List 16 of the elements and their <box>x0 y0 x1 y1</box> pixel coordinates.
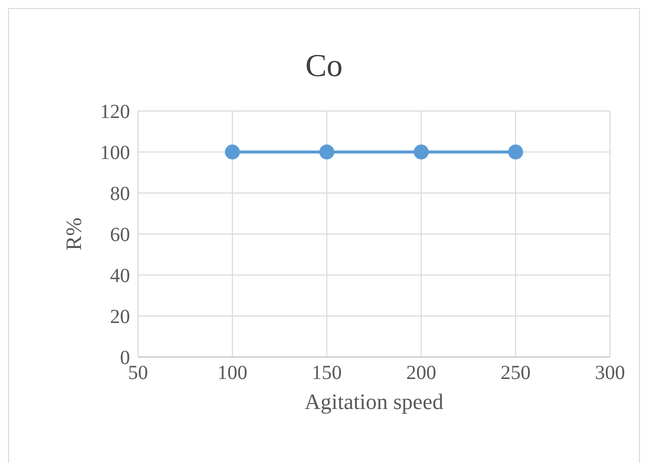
y-axis-title: R% <box>60 218 86 250</box>
x-tick-label: 50 <box>128 362 148 384</box>
x-tick-label: 200 <box>406 362 436 384</box>
y-tick-label: 80 <box>110 183 130 206</box>
x-axis-title: Agitation speed <box>304 389 444 414</box>
x-tick-label: 300 <box>595 362 625 384</box>
x-tick-label: 150 <box>312 362 342 384</box>
y-tick-label: 40 <box>110 265 130 288</box>
y-tick-label: 60 <box>110 224 130 246</box>
x-tick-label: 250 <box>500 362 531 384</box>
chart-title: Co <box>304 47 344 84</box>
y-tick-label: 0 <box>120 347 130 370</box>
y-tick-label: 120 <box>100 101 130 124</box>
y-tick-label: 100 <box>100 142 130 164</box>
y-tick-label: 20 <box>110 306 130 328</box>
x-tick-label: 100 <box>217 362 248 384</box>
